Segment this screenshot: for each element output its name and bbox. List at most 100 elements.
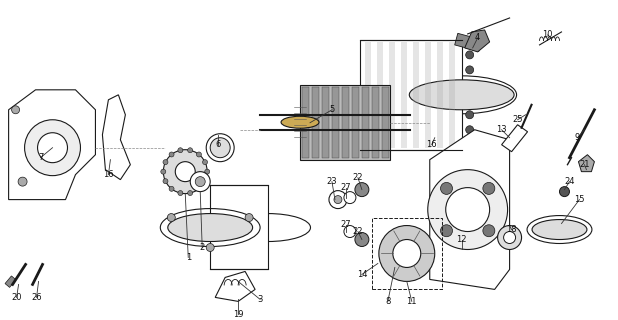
Circle shape	[245, 213, 253, 221]
Ellipse shape	[168, 213, 253, 242]
Circle shape	[161, 169, 166, 174]
Text: 26: 26	[32, 293, 42, 302]
Circle shape	[504, 232, 515, 244]
Ellipse shape	[466, 111, 473, 119]
Circle shape	[167, 213, 176, 221]
Bar	[302, 87, 309, 158]
Ellipse shape	[466, 126, 473, 134]
Polygon shape	[9, 90, 95, 200]
Ellipse shape	[206, 134, 234, 162]
Bar	[455, 33, 482, 52]
Polygon shape	[578, 155, 595, 172]
Bar	[449, 42, 455, 148]
Circle shape	[178, 191, 183, 196]
Polygon shape	[502, 125, 528, 152]
Text: 3: 3	[258, 295, 263, 304]
Bar	[372, 218, 442, 289]
Circle shape	[329, 191, 347, 209]
Ellipse shape	[466, 51, 473, 59]
Text: 19: 19	[233, 310, 243, 319]
Ellipse shape	[466, 66, 473, 74]
Ellipse shape	[466, 96, 473, 104]
Polygon shape	[430, 130, 510, 289]
Circle shape	[197, 152, 201, 157]
Bar	[332, 87, 339, 158]
Polygon shape	[215, 271, 255, 301]
Circle shape	[203, 160, 208, 164]
Text: 6: 6	[216, 140, 221, 149]
Text: 23: 23	[327, 177, 337, 186]
Text: 18: 18	[506, 225, 517, 234]
Circle shape	[441, 182, 452, 194]
Circle shape	[379, 226, 434, 281]
Circle shape	[195, 177, 205, 187]
Text: 10: 10	[542, 30, 552, 39]
Text: 21: 21	[579, 160, 590, 169]
Bar	[5, 276, 16, 287]
Circle shape	[205, 169, 210, 174]
Text: 12: 12	[457, 235, 467, 244]
Circle shape	[497, 226, 522, 250]
Text: 27: 27	[341, 220, 351, 229]
Text: 7: 7	[38, 153, 43, 162]
Text: 8: 8	[385, 297, 391, 306]
Text: 22: 22	[353, 173, 363, 182]
Text: 20: 20	[11, 293, 22, 302]
Ellipse shape	[281, 116, 319, 128]
Circle shape	[12, 106, 20, 114]
Text: 4: 4	[475, 33, 480, 43]
Bar	[389, 42, 395, 148]
Bar	[342, 87, 349, 158]
Bar	[401, 42, 407, 148]
Bar	[210, 185, 268, 269]
Text: 16: 16	[426, 140, 437, 149]
Circle shape	[169, 186, 174, 191]
Polygon shape	[465, 30, 489, 52]
Bar	[322, 87, 329, 158]
Circle shape	[483, 182, 495, 194]
Bar	[300, 85, 390, 160]
Circle shape	[344, 192, 356, 204]
Text: 5: 5	[329, 105, 334, 114]
Circle shape	[197, 186, 201, 191]
Circle shape	[190, 172, 210, 192]
Text: 15: 15	[574, 195, 585, 204]
Circle shape	[163, 150, 207, 194]
Circle shape	[334, 196, 342, 204]
Ellipse shape	[407, 76, 517, 114]
Bar	[413, 42, 419, 148]
Circle shape	[169, 152, 174, 157]
Text: 11: 11	[407, 297, 417, 306]
Polygon shape	[103, 95, 130, 180]
Text: 2: 2	[200, 243, 205, 252]
Text: 13: 13	[496, 125, 507, 134]
Circle shape	[344, 226, 356, 237]
Text: 24: 24	[564, 177, 575, 186]
Text: 25: 25	[512, 115, 523, 124]
Ellipse shape	[466, 141, 473, 149]
Ellipse shape	[532, 220, 587, 239]
Circle shape	[25, 120, 80, 176]
Circle shape	[188, 148, 193, 153]
Text: 22: 22	[353, 227, 363, 236]
Circle shape	[446, 188, 489, 232]
Text: 1: 1	[185, 253, 191, 262]
Circle shape	[163, 160, 168, 164]
Bar	[352, 87, 359, 158]
Bar	[437, 42, 442, 148]
Bar	[382, 87, 389, 158]
Ellipse shape	[466, 81, 473, 89]
Ellipse shape	[409, 80, 514, 110]
Circle shape	[355, 183, 369, 196]
Text: 16: 16	[103, 170, 114, 179]
Circle shape	[203, 179, 208, 184]
Circle shape	[559, 187, 569, 196]
Circle shape	[206, 244, 214, 252]
Text: 9: 9	[575, 133, 580, 142]
Circle shape	[393, 239, 421, 268]
Circle shape	[428, 170, 507, 250]
Circle shape	[210, 138, 230, 158]
Bar	[312, 87, 319, 158]
Bar	[360, 40, 462, 150]
Text: 14: 14	[357, 270, 367, 279]
